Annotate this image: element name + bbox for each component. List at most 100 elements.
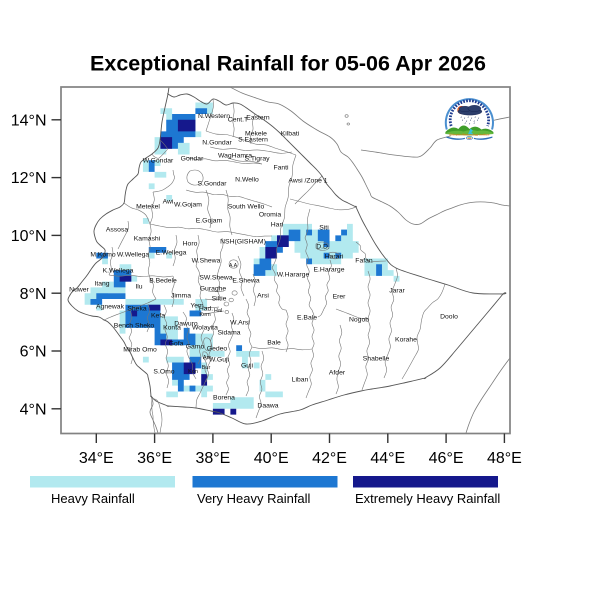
svg-text:Cent.T: Cent.T: [228, 116, 248, 123]
svg-text:Kefa: Kefa: [151, 312, 165, 319]
svg-text:Harari: Harari: [325, 253, 344, 260]
svg-text:Kilbati: Kilbati: [281, 130, 300, 137]
svg-text:Erer: Erer: [333, 293, 347, 300]
svg-text:Sidama: Sidama: [217, 329, 240, 336]
svg-text:Awsi /Zone 1: Awsi /Zone 1: [288, 177, 327, 184]
svg-text:Kem: Kem: [199, 312, 211, 318]
svg-text:Bur: Bur: [202, 365, 211, 371]
svg-text:S.Gondar: S.Gondar: [197, 180, 227, 187]
svg-text:6°N: 6°N: [20, 344, 47, 361]
svg-text:Ilu: Ilu: [135, 283, 142, 290]
svg-text:E.Gojam: E.Gojam: [196, 217, 223, 224]
svg-text:W.Gondar: W.Gondar: [143, 157, 174, 164]
svg-text:36°E: 36°E: [137, 450, 172, 467]
svg-text:D.D.: D.D.: [316, 243, 330, 250]
svg-text:Oromia: Oromia: [259, 211, 282, 218]
svg-text:Jimma: Jimma: [171, 292, 191, 299]
svg-text:Daawa: Daawa: [257, 402, 278, 409]
svg-text:38°E: 38°E: [195, 450, 230, 467]
svg-text:10°N: 10°N: [11, 228, 47, 245]
svg-text:Exceptional Rainfall for 05-06: Exceptional Rainfall for 05-06 Apr 2026: [90, 52, 486, 76]
svg-text:42°E: 42°E: [312, 450, 347, 467]
svg-text:Fanti: Fanti: [273, 164, 289, 171]
svg-text:Siltie: Siltie: [212, 295, 227, 302]
svg-text:40°E: 40°E: [254, 450, 289, 467]
svg-text:14°N: 14°N: [11, 112, 47, 129]
svg-text:E.Shewa: E.Shewa: [232, 277, 259, 284]
svg-text:44°E: 44°E: [370, 450, 405, 467]
svg-text:Mirab Omo: Mirab Omo: [123, 346, 157, 353]
svg-text:Nuwer: Nuwer: [69, 286, 89, 293]
svg-text:W.Shewa: W.Shewa: [192, 257, 221, 264]
svg-text:E.Hararge: E.Hararge: [314, 266, 345, 273]
svg-text:S.Tigray: S.Tigray: [244, 155, 270, 162]
svg-text:Metekel: Metekel: [136, 203, 160, 210]
svg-text:Afder: Afder: [329, 369, 346, 376]
svg-text:Guraghe: Guraghe: [200, 285, 227, 292]
svg-text:Gamo: Gamo: [186, 343, 205, 350]
svg-text:Kon: Kon: [188, 369, 198, 375]
svg-text:Sheka: Sheka: [127, 305, 146, 312]
svg-text:NSH(GISHAM): NSH(GISHAM): [220, 238, 266, 245]
svg-text:Guji: Guji: [241, 362, 254, 369]
svg-text:Gofa: Gofa: [169, 340, 184, 347]
svg-text:Assosa: Assosa: [106, 226, 129, 233]
svg-text:48°E: 48°E: [487, 450, 522, 467]
svg-text:Hari: Hari: [271, 221, 284, 228]
svg-text:Dawuro: Dawuro: [174, 320, 198, 327]
svg-text:4°N: 4°N: [20, 401, 47, 418]
svg-text:Doolo: Doolo: [440, 313, 458, 320]
svg-text:M.Komo: M.Komo: [90, 251, 116, 258]
svg-text:Gondar: Gondar: [181, 155, 204, 162]
svg-text:Korahe: Korahe: [395, 336, 417, 343]
svg-text:S.Omo: S.Omo: [153, 368, 174, 375]
svg-text:Liban: Liban: [292, 376, 309, 383]
svg-text:Am: Am: [203, 355, 212, 361]
svg-text:Awi: Awi: [163, 198, 174, 205]
svg-text:Agnewak: Agnewak: [96, 303, 125, 310]
svg-text:Siti: Siti: [319, 224, 329, 231]
svg-text:Arsi: Arsi: [257, 292, 269, 299]
svg-text:Wolayita: Wolayita: [192, 324, 218, 331]
svg-text:B.Bedele: B.Bedele: [149, 277, 177, 284]
svg-text:Shabelle: Shabelle: [363, 355, 390, 362]
svg-text:Yem: Yem: [190, 302, 204, 309]
svg-text:Heavy Rainfall: Heavy Rainfall: [51, 491, 135, 506]
svg-text:S.Eastern: S.Eastern: [238, 136, 268, 143]
svg-text:WagHamra: WagHamra: [218, 152, 252, 159]
svg-text:Borena: Borena: [213, 394, 235, 401]
svg-text:Hal: Hal: [214, 308, 222, 314]
svg-text:Bale: Bale: [267, 339, 281, 346]
svg-text:W.Guji: W.Guji: [209, 356, 230, 363]
svg-text:8°N: 8°N: [20, 286, 47, 303]
svg-text:34°E: 34°E: [79, 450, 114, 467]
svg-text:Gedeo: Gedeo: [207, 345, 228, 352]
svg-text:Itang: Itang: [94, 280, 109, 287]
svg-text:Extremely Heavy Rainfall: Extremely Heavy Rainfall: [355, 491, 500, 506]
svg-text:N.Wello: N.Wello: [235, 176, 259, 183]
svg-text:A.A: A.A: [229, 263, 238, 269]
svg-text:E.Bale: E.Bale: [297, 314, 317, 321]
svg-text:N.Gondar: N.Gondar: [202, 139, 232, 146]
svg-text:W.Wellega: W.Wellega: [117, 251, 150, 258]
svg-text:SW.Shewa: SW.Shewa: [199, 274, 232, 281]
svg-text:Nogob: Nogob: [349, 316, 369, 323]
svg-text:Eastern: Eastern: [246, 114, 270, 121]
svg-text:South Wello: South Wello: [228, 203, 265, 210]
svg-text:Fafan: Fafan: [355, 257, 373, 264]
svg-text:12°N: 12°N: [11, 170, 47, 187]
svg-text:E.Wellega: E.Wellega: [156, 249, 187, 256]
svg-text:Mekele: Mekele: [245, 130, 267, 137]
svg-text:K.Wellega: K.Wellega: [103, 267, 134, 274]
svg-text:W.Gojam: W.Gojam: [174, 201, 202, 208]
svg-text:W.Hararge: W.Hararge: [277, 271, 310, 278]
svg-text:Jarar: Jarar: [389, 287, 405, 294]
svg-text:Konta: Konta: [163, 324, 181, 331]
svg-text:Bench Sheko: Bench Sheko: [114, 322, 155, 329]
svg-text:W.Arsi: W.Arsi: [230, 319, 250, 326]
svg-text:Horo: Horo: [183, 240, 198, 247]
svg-text:Kamashi: Kamashi: [134, 235, 161, 242]
svg-text:Ethiopian Meteorology Institut: Ethiopian Meteorology Institute: [449, 133, 490, 137]
svg-text:N.Western: N.Western: [198, 113, 230, 120]
svg-text:46°E: 46°E: [429, 450, 464, 467]
